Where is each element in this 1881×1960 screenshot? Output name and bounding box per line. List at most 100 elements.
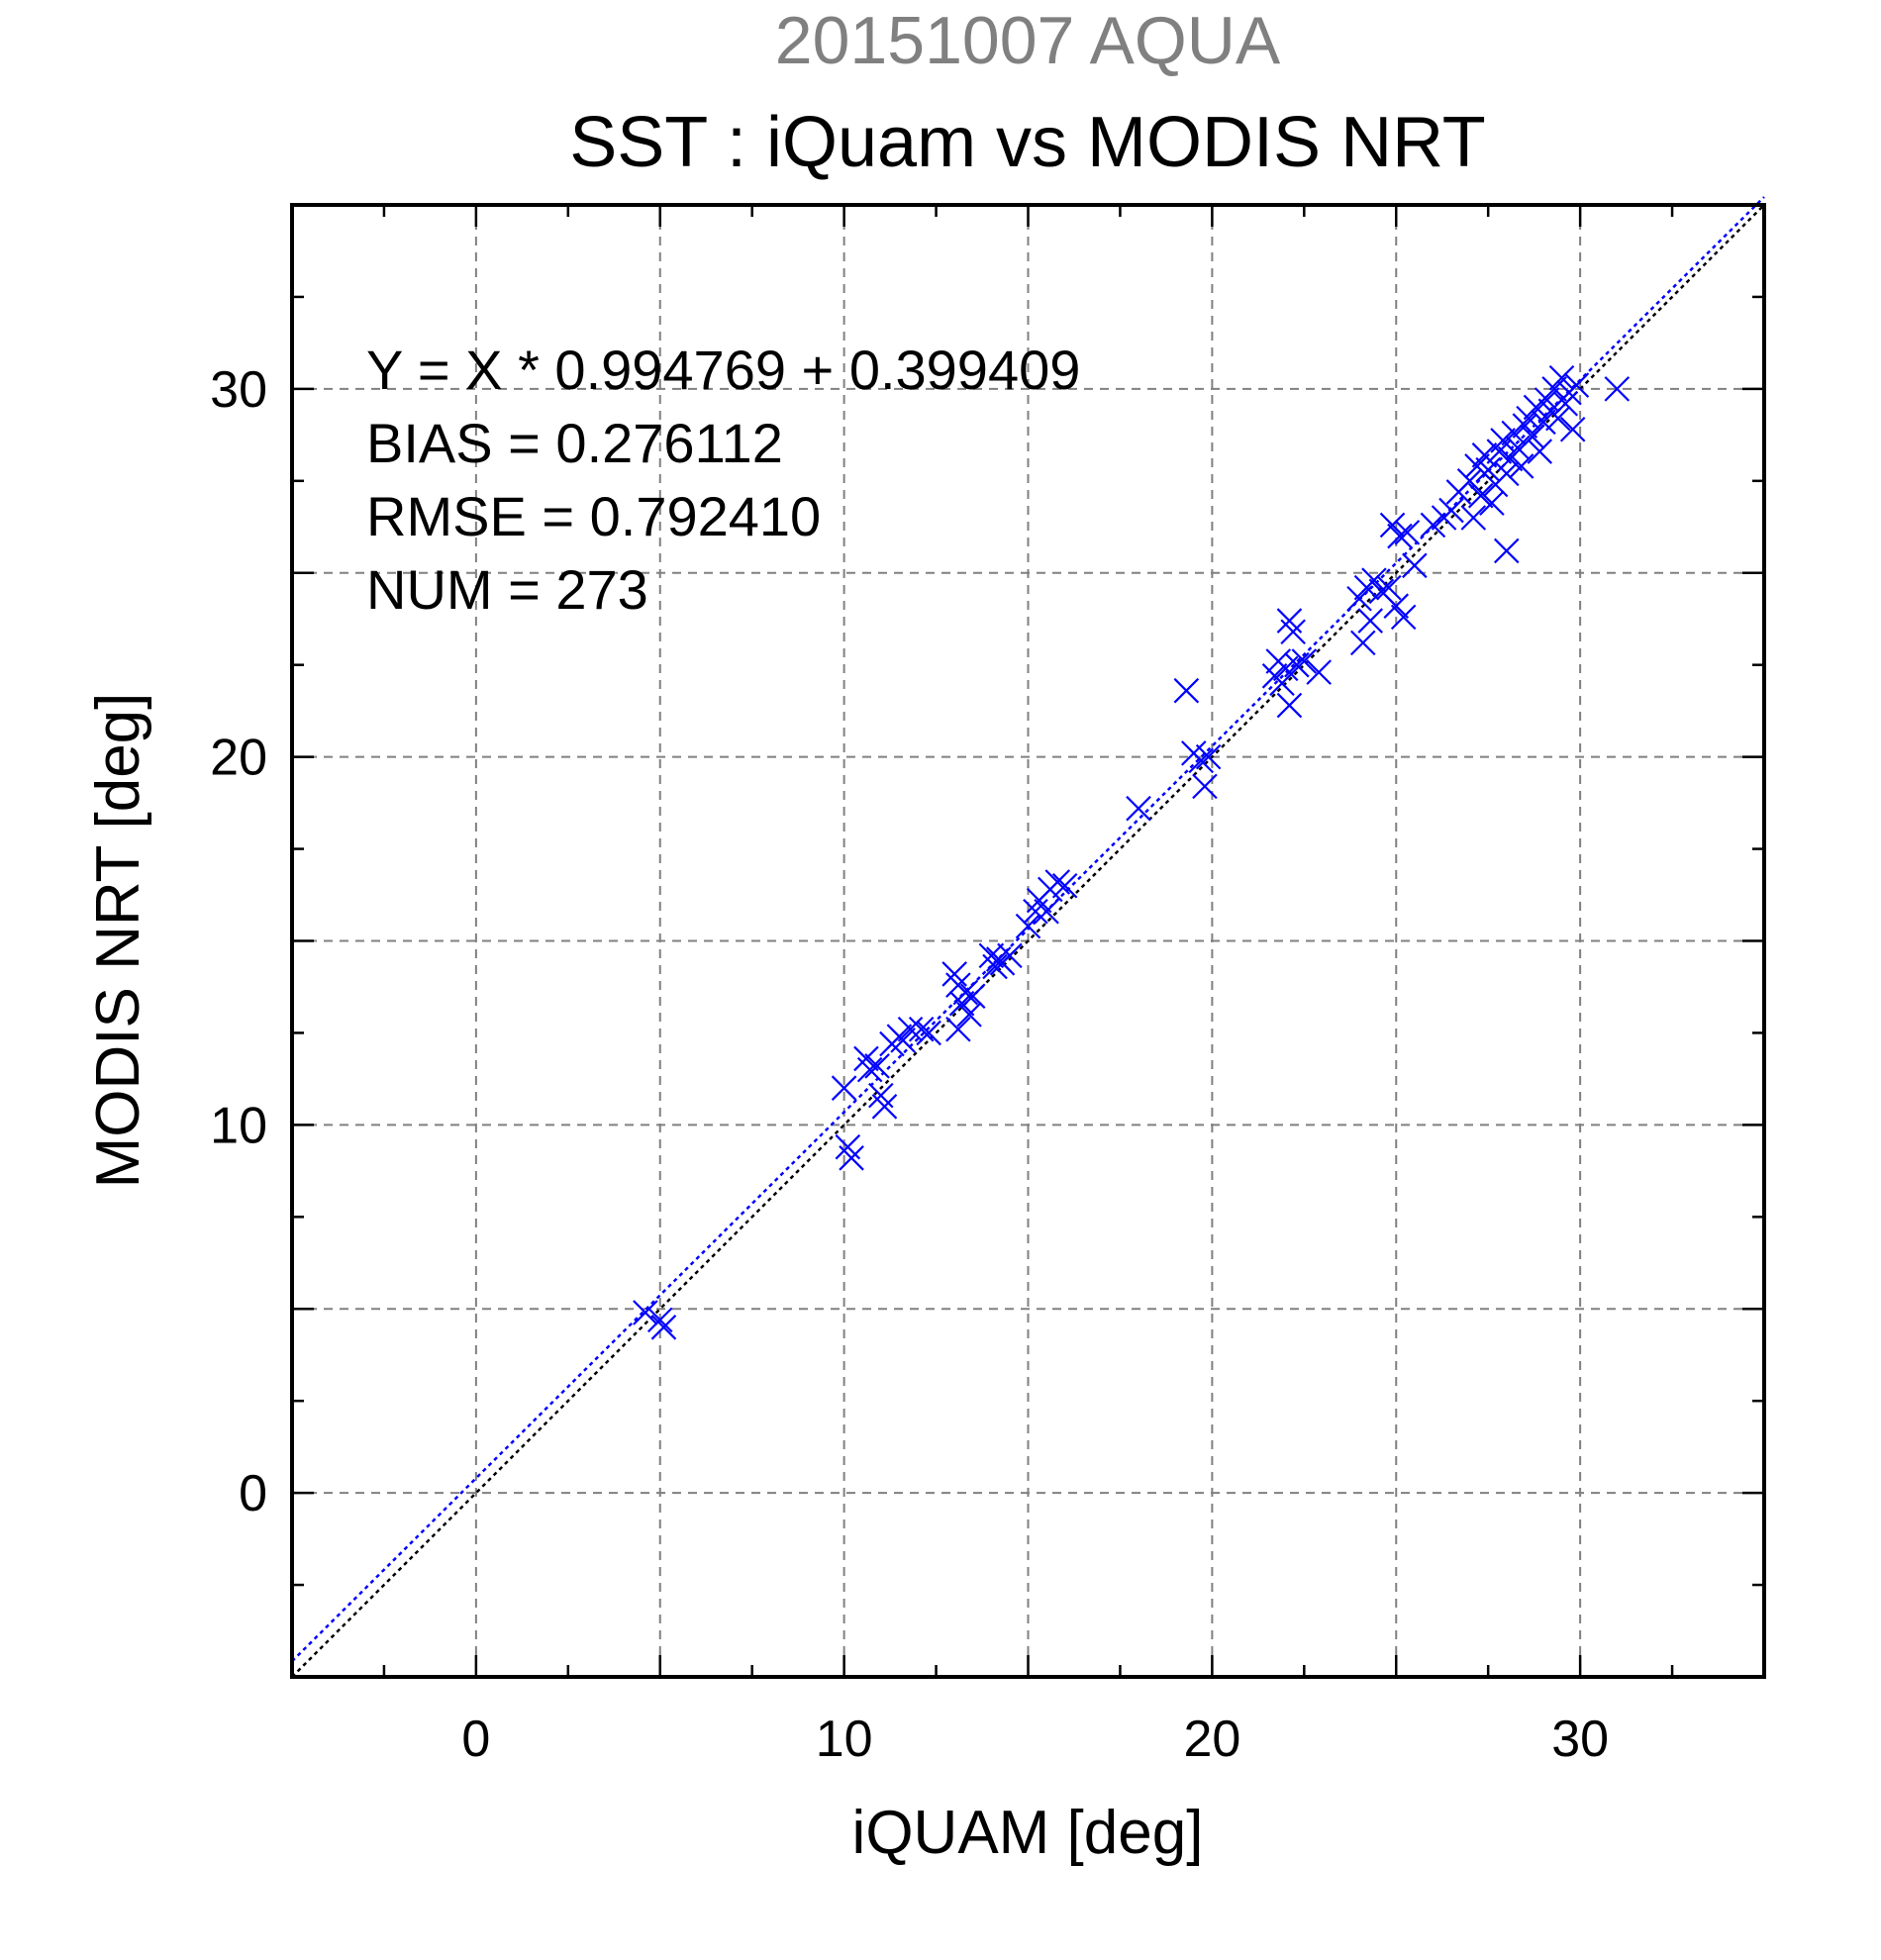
- fit-line: [291, 196, 1765, 1663]
- data-point: [1269, 670, 1295, 697]
- marker-stroke: [1490, 428, 1516, 453]
- marker-stroke: [978, 942, 1005, 969]
- plot-frame: [290, 203, 1766, 1679]
- marker-stroke: [956, 1002, 982, 1028]
- marker-stroke: [856, 1056, 883, 1083]
- stats-annotation: Y = X * 0.994769 + 0.399409 BIAS = 0.2761…: [366, 339, 1080, 621]
- data-point: [1531, 409, 1556, 436]
- data-point: [1284, 651, 1310, 678]
- marker-stroke: [1541, 376, 1567, 402]
- marker-stroke: [982, 953, 1008, 980]
- data-point: [1456, 468, 1483, 494]
- data-point: [1361, 567, 1387, 593]
- marker-stroke: [1456, 468, 1483, 494]
- marker-stroke: [945, 1016, 971, 1042]
- data-point: [1376, 574, 1402, 601]
- data-point: [1350, 630, 1376, 656]
- data-point: [897, 1016, 924, 1042]
- marker-stroke: [853, 1045, 879, 1072]
- x-axis-label: iQUAM [deg]: [852, 1799, 1204, 1867]
- marker-stroke: [1420, 512, 1446, 539]
- marker-stroke: [868, 1082, 894, 1109]
- data-point: [1467, 482, 1494, 509]
- data-point: [864, 1053, 890, 1079]
- data-point: [1520, 424, 1545, 449]
- marker-stroke: [1559, 416, 1586, 442]
- marker-stroke: [1390, 604, 1417, 631]
- marker-stroke: [864, 1053, 890, 1079]
- data-point: [890, 1028, 916, 1053]
- marker-stroke: [1379, 512, 1406, 539]
- marker-stroke: [1520, 424, 1545, 449]
- data-point: [1173, 677, 1200, 704]
- data-point: [1394, 520, 1421, 545]
- marker-stroke: [1497, 445, 1524, 472]
- data-point: [1291, 648, 1318, 674]
- marker-stroke: [1548, 364, 1575, 391]
- data-point: [1044, 869, 1071, 895]
- marker-stroke: [1126, 795, 1151, 822]
- data-points: [633, 364, 1631, 1340]
- data-point: [646, 1307, 673, 1333]
- marker-stroke: [1545, 405, 1571, 432]
- marker-stroke: [1361, 567, 1387, 593]
- data-point: [650, 1315, 677, 1340]
- data-point: [952, 979, 979, 1006]
- data-point: [916, 1020, 941, 1046]
- data-point: [1357, 608, 1384, 634]
- data-point: [1126, 795, 1151, 822]
- marker-stroke: [646, 1307, 673, 1333]
- data-point: [959, 983, 986, 1010]
- data-point: [1188, 747, 1215, 774]
- marker-stroke: [890, 1028, 916, 1053]
- marker-stroke: [1604, 376, 1631, 402]
- data-point: [1280, 619, 1306, 645]
- stats-line: Y = X * 0.994769 + 0.399409: [366, 339, 1080, 401]
- y-axis-label: MODIS NRT [deg]: [84, 693, 152, 1189]
- marker-stroke: [1276, 608, 1303, 634]
- y-tick-labels: 0 10 20 30: [210, 361, 267, 1522]
- data-point: [1015, 913, 1041, 939]
- data-point: [1195, 743, 1222, 770]
- data-point: [1545, 405, 1571, 432]
- data-point: [831, 1075, 857, 1101]
- marker-stroke: [997, 942, 1023, 969]
- data-point: [1490, 428, 1516, 453]
- marker-stroke: [1280, 619, 1306, 645]
- data-point: [1346, 585, 1372, 612]
- marker-stroke: [1173, 677, 1200, 704]
- marker-stroke: [1357, 608, 1384, 634]
- marker-stroke: [941, 961, 967, 987]
- data-point: [1559, 416, 1586, 442]
- data-point: [1471, 442, 1498, 468]
- stats-line: NUM = 273: [366, 558, 648, 621]
- marker-stroke: [633, 1300, 658, 1325]
- chart-subtitle: SST : iQuam vs MODIS NRT: [569, 103, 1486, 182]
- data-point: [1192, 773, 1218, 800]
- marker-stroke: [1438, 497, 1464, 524]
- data-point: [1306, 659, 1332, 685]
- data-point: [1390, 604, 1417, 631]
- data-point: [1479, 490, 1505, 516]
- marker-stroke: [650, 1315, 677, 1340]
- data-point: [1497, 445, 1524, 472]
- marker-stroke: [1188, 747, 1215, 774]
- marker-stroke: [1034, 898, 1059, 925]
- marker-stroke: [1015, 913, 1041, 939]
- marker-stroke: [1276, 692, 1303, 719]
- marker-stroke: [1471, 442, 1498, 468]
- data-point: [856, 1056, 883, 1083]
- marker-stroke: [1291, 648, 1318, 674]
- stats-line: RMSE = 0.792410: [366, 485, 821, 547]
- marker-stroke: [1044, 869, 1071, 895]
- marker-stroke: [1284, 651, 1310, 678]
- marker-stroke: [1493, 538, 1520, 564]
- data-point: [1387, 523, 1413, 549]
- marker-stroke: [1467, 482, 1494, 509]
- marker-stroke: [1350, 630, 1376, 656]
- marker-stroke: [839, 1145, 864, 1171]
- grid-lines: [292, 205, 1764, 1677]
- data-point: [1548, 364, 1575, 391]
- marker-stroke: [1508, 453, 1534, 479]
